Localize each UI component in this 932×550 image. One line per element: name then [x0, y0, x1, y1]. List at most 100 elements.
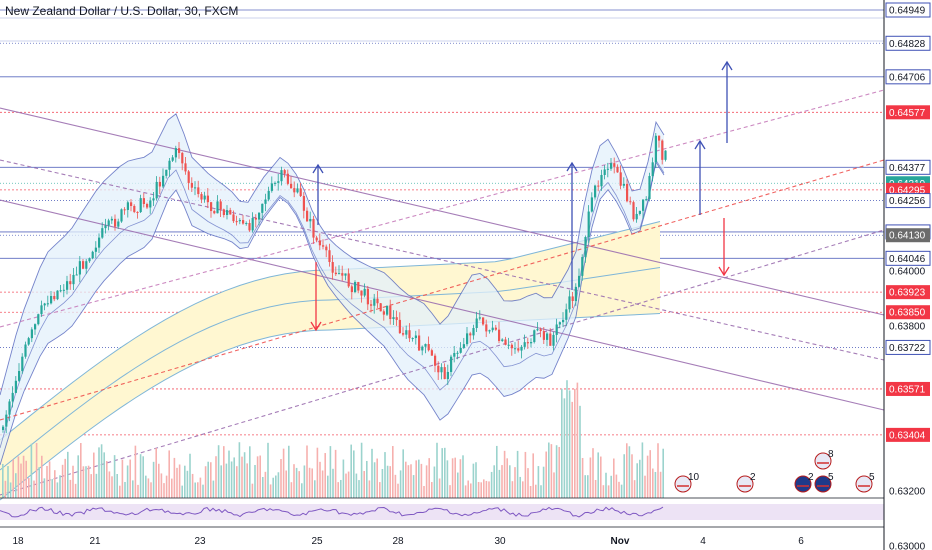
- volume-bar: [470, 483, 472, 498]
- volume-bar: [631, 454, 633, 498]
- candle-body: [82, 261, 85, 269]
- volume-bar: [626, 443, 628, 498]
- volume-bar: [181, 485, 183, 498]
- candle-body: [171, 157, 174, 161]
- volume-bar: [46, 465, 48, 498]
- event-marker[interactable]: 2: [736, 472, 756, 493]
- volume-bar: [386, 465, 389, 498]
- volume-bar: [254, 464, 256, 498]
- candle-body: [622, 183, 625, 186]
- volume-bar: [264, 471, 267, 498]
- event-marker[interactable]: 5: [855, 472, 875, 493]
- price-tag-label: 0.63850: [889, 308, 926, 319]
- bollinger-bands: [0, 113, 665, 466]
- candle-body: [309, 218, 312, 222]
- candle-body: [658, 135, 661, 141]
- candle-body: [203, 195, 206, 200]
- volume-bar: [480, 482, 482, 498]
- event-marker[interactable]: 2: [794, 472, 814, 493]
- candle-body: [635, 213, 638, 220]
- candle-body: [600, 174, 603, 187]
- volume-bar: [215, 456, 217, 498]
- volume-bar: [532, 453, 534, 498]
- volume-bar: [290, 482, 293, 498]
- volume-bar: [98, 447, 100, 498]
- volume-bar: [2, 463, 4, 498]
- candle-body: [341, 273, 344, 276]
- volume-bar: [389, 466, 391, 498]
- volume-bar: [498, 469, 501, 498]
- candle-body: [456, 352, 459, 354]
- volume-bar: [113, 455, 116, 498]
- candle-body: [606, 168, 609, 170]
- candle-body: [632, 202, 635, 220]
- event-count: 8: [828, 449, 834, 460]
- candle-body: [389, 305, 392, 320]
- event-count: 2: [750, 472, 756, 483]
- volume-bar: [238, 442, 241, 498]
- candle-body: [478, 317, 481, 319]
- volume-bar: [124, 481, 126, 498]
- candle-body: [517, 348, 520, 351]
- candle-body: [654, 135, 657, 163]
- candle-body: [344, 273, 347, 276]
- volume-bar: [249, 446, 251, 498]
- volume-bar: [464, 485, 467, 498]
- volume-bar: [126, 465, 129, 498]
- us-flag-icon: [674, 475, 692, 493]
- price-tick: 0.63200: [889, 486, 926, 497]
- volume-bar: [69, 479, 72, 498]
- event-marker[interactable]: 5: [814, 472, 834, 493]
- volume-bar: [82, 466, 85, 498]
- candle-body: [594, 185, 597, 198]
- volume-bar: [571, 401, 573, 498]
- candle-body: [642, 199, 645, 211]
- volume-bar: [594, 479, 597, 498]
- candle-body: [200, 194, 203, 200]
- candle-body: [251, 218, 254, 231]
- volume-bar: [152, 461, 155, 498]
- time-tick: Nov: [611, 536, 630, 547]
- price-tag-box: [885, 69, 931, 85]
- volume-bar: [236, 466, 238, 498]
- volume-bar: [574, 388, 576, 498]
- candle-body: [187, 171, 190, 183]
- volume-bar: [511, 481, 514, 498]
- volume-bar: [371, 448, 373, 498]
- candle-body: [347, 273, 350, 287]
- event-marker[interactable]: 10: [674, 472, 700, 493]
- volume-bar: [80, 443, 82, 498]
- candle-body: [443, 367, 446, 380]
- candle-body: [613, 163, 616, 167]
- candle-body: [571, 296, 574, 301]
- volume-bar: [659, 471, 662, 498]
- candle-body: [408, 330, 411, 339]
- candle-body: [267, 190, 270, 200]
- volume-bar: [399, 470, 402, 498]
- volume-bar: [584, 475, 586, 498]
- volume-bar: [233, 457, 235, 498]
- price-tick: 0.63722: [885, 339, 931, 355]
- candle-body: [120, 209, 123, 222]
- candle-body: [110, 218, 113, 221]
- price-tick: 0.64706: [885, 69, 931, 85]
- volume-bar: [4, 480, 7, 498]
- volume-bar: [61, 464, 64, 498]
- event-count: 5: [828, 472, 834, 483]
- candle-body: [133, 205, 136, 212]
- volume-bar: [485, 480, 488, 498]
- candle-body: [312, 218, 315, 238]
- price-tag-label: 0.64046: [889, 254, 926, 265]
- volume-bar: [220, 465, 222, 498]
- volume-bar: [366, 460, 368, 498]
- volume-bar: [217, 445, 220, 498]
- volume-bar: [48, 461, 51, 498]
- candle-body: [446, 371, 449, 380]
- event-marker[interactable]: 8: [814, 449, 834, 470]
- volume-bar: [311, 468, 313, 498]
- candle-body: [338, 273, 341, 275]
- volume-bar: [415, 460, 417, 498]
- candle-body: [62, 289, 65, 291]
